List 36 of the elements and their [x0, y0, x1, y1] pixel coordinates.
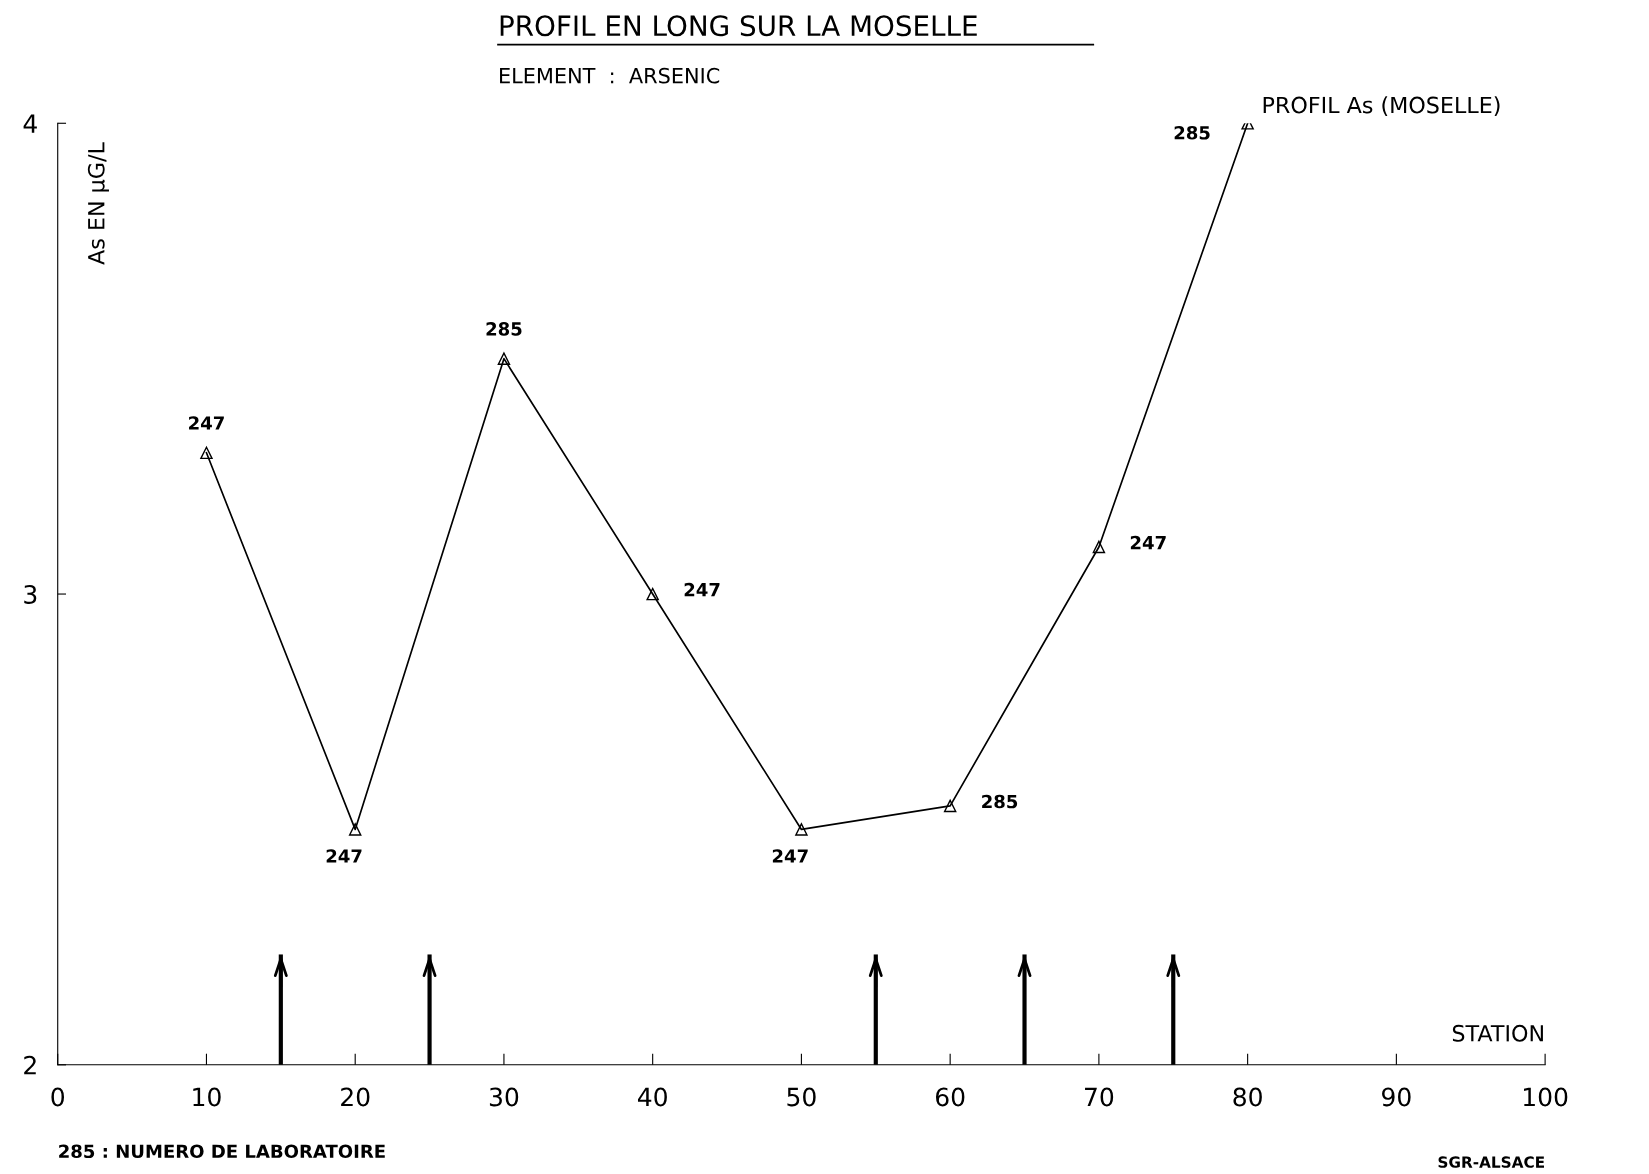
- point: [497, 352, 511, 365]
- point: [646, 587, 659, 601]
- annotation: 247: [189, 416, 224, 430]
- y-tick-label: 4: [23, 114, 37, 133]
- y-tick-label: 2: [24, 1055, 36, 1075]
- annotation: 247: [1130, 535, 1166, 550]
- annotation: 285: [982, 794, 1018, 809]
- x-tick-label: 50: [787, 1087, 816, 1107]
- x-tick-label: 100: [1524, 1087, 1568, 1107]
- y-tick-label: 3: [24, 584, 37, 604]
- point: [348, 823, 362, 836]
- x-tick-label: 70: [1085, 1087, 1114, 1107]
- y-axis-title: As EN µG/L: [87, 142, 109, 265]
- annotation: 285: [1174, 125, 1210, 140]
- chart-subtitle: ELEMENT : ARSENIC: [500, 67, 720, 84]
- point: [200, 446, 213, 460]
- x-tick-label: 20: [341, 1087, 370, 1107]
- x-tick-label: 0: [51, 1087, 65, 1107]
- x-axis-title: STATION: [1452, 1024, 1543, 1042]
- annotation: 285: [486, 322, 522, 336]
- x-tick-label: 60: [935, 1087, 965, 1107]
- annotation: 247: [772, 849, 808, 863]
- x-tick-label: 40: [637, 1087, 667, 1107]
- point: [1092, 540, 1106, 554]
- text: 285 : NUMERO DE LABORATOIRE: [59, 1144, 385, 1159]
- annotation: 247: [326, 849, 362, 863]
- annotation: 247: [684, 582, 720, 597]
- text: SGR-ALSACE: [1438, 1156, 1544, 1168]
- point: [943, 799, 957, 813]
- x-tick-label: 10: [193, 1087, 221, 1107]
- x-tick-label: 80: [1233, 1087, 1262, 1107]
- x-tick-label: 30: [489, 1087, 519, 1107]
- chart-title: PROFIL EN LONG SUR LA MOSELLE: [500, 15, 977, 37]
- x-tick-label: 90: [1382, 1087, 1411, 1107]
- series-label: PROFIL As (MOSELLE): [1263, 96, 1500, 117]
- point: [795, 823, 808, 836]
